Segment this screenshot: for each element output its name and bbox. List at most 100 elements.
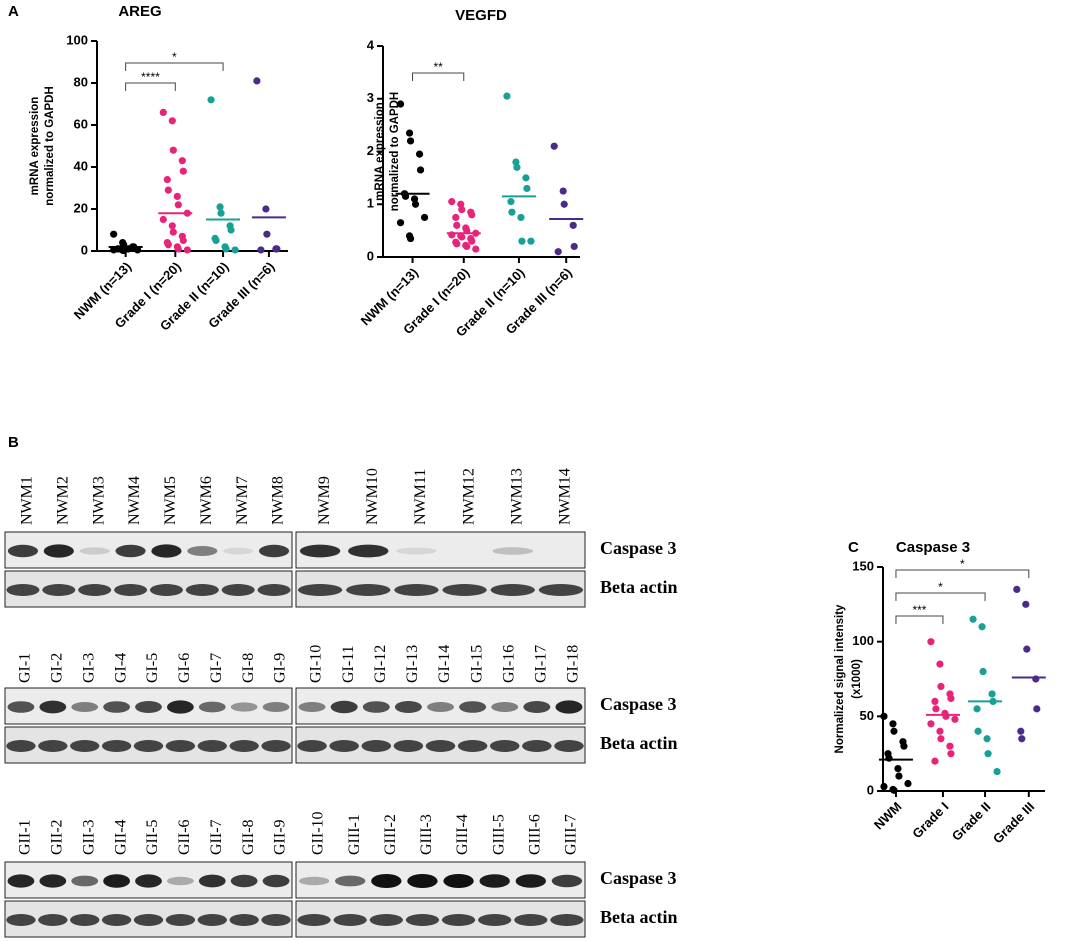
data-point xyxy=(946,742,954,750)
data-point xyxy=(947,694,955,703)
caspase-band xyxy=(103,874,131,888)
lane-label: GII-10 xyxy=(310,811,327,855)
lane-label: GI-6 xyxy=(176,653,193,683)
y-axis-label: normalized to GAPDH xyxy=(44,86,56,205)
data-point xyxy=(1032,675,1040,683)
significance-bracket xyxy=(412,72,465,81)
lane-label: NWM5 xyxy=(162,476,179,525)
caspase-band xyxy=(166,876,194,886)
caspase-band xyxy=(555,700,583,714)
caspase-band xyxy=(43,544,74,558)
y-tick-label: 0 xyxy=(367,248,374,263)
data-point xyxy=(984,750,992,758)
blot-row-label: Beta actin xyxy=(600,577,677,597)
actin-band xyxy=(70,740,100,752)
y-tick-label: 100 xyxy=(66,32,88,47)
significance-label: * xyxy=(938,580,943,594)
caspase-band xyxy=(298,702,326,712)
significance-label: * xyxy=(172,50,177,64)
caspase-band xyxy=(7,874,35,888)
lane-label: NWM8 xyxy=(270,476,287,525)
actin-band xyxy=(114,584,148,596)
panel-label: B xyxy=(8,434,19,451)
data-point xyxy=(947,750,955,758)
data-point xyxy=(163,176,171,184)
panel-label: A xyxy=(8,3,19,20)
data-point xyxy=(110,230,118,238)
lane-label: GI-5 xyxy=(144,653,161,683)
data-point xyxy=(231,246,239,254)
actin-band xyxy=(550,914,584,926)
data-point xyxy=(951,715,959,723)
actin-band xyxy=(393,740,424,752)
lane-label: NWM10 xyxy=(364,468,381,525)
caspase-band xyxy=(258,544,290,558)
lane-label: NWM3 xyxy=(90,476,107,525)
data-point xyxy=(227,226,235,234)
data-point xyxy=(179,236,187,245)
y-axis-label: (x1000) xyxy=(851,659,863,699)
data-point xyxy=(979,667,987,676)
actin-band xyxy=(149,584,183,596)
significance-label: **** xyxy=(141,70,160,84)
data-point xyxy=(183,246,191,254)
data-point xyxy=(411,200,420,208)
lane-label: NWM12 xyxy=(460,468,477,525)
data-point xyxy=(120,246,128,255)
actin-band xyxy=(133,914,164,926)
actin-band xyxy=(457,740,488,752)
data-point xyxy=(993,767,1001,776)
actin-band xyxy=(133,740,164,752)
data-point xyxy=(1017,727,1025,735)
lane-label: GI-1 xyxy=(17,653,34,683)
lane-label: NWM9 xyxy=(316,476,333,525)
data-point xyxy=(517,213,525,222)
caspase-band xyxy=(135,874,162,888)
data-point xyxy=(988,690,996,698)
data-point xyxy=(880,712,888,720)
data-point xyxy=(472,245,480,253)
caspase-band xyxy=(299,544,341,558)
data-point xyxy=(974,727,982,735)
x-tick-label: NWM xyxy=(871,799,905,833)
y-tick-label: 20 xyxy=(74,200,88,215)
data-point xyxy=(513,163,521,171)
significance-label: * xyxy=(960,557,965,571)
data-point xyxy=(463,242,471,251)
actin-band xyxy=(6,584,40,596)
significance-label: *** xyxy=(912,603,926,617)
actin-band xyxy=(38,740,68,752)
data-point xyxy=(169,228,177,236)
data-point xyxy=(560,200,568,208)
caspase-band xyxy=(103,701,131,713)
caspase-band xyxy=(39,700,67,714)
data-point xyxy=(406,137,415,145)
lane-label: GI-13 xyxy=(404,645,421,683)
x-tick-label: Grade I xyxy=(909,799,951,841)
y-tick-label: 0 xyxy=(81,242,88,257)
lane-label: GI-15 xyxy=(468,645,485,683)
data-point xyxy=(458,233,466,241)
caspase-band xyxy=(187,546,218,556)
significance-bracket xyxy=(895,592,986,601)
lane-label: GI-14 xyxy=(436,645,453,683)
data-point xyxy=(889,720,897,728)
actin-band xyxy=(101,914,132,926)
caspase-band xyxy=(407,874,438,888)
actin-band xyxy=(42,584,76,596)
data-point xyxy=(900,742,908,750)
data-point xyxy=(1023,645,1031,653)
blot-strip xyxy=(295,531,586,569)
data-point xyxy=(936,727,944,735)
data-point xyxy=(518,237,526,245)
data-point xyxy=(178,157,186,165)
blot-row-label: Caspase 3 xyxy=(600,868,677,888)
data-point xyxy=(273,245,281,253)
actin-band xyxy=(554,740,584,752)
x-tick-label: Grade II xyxy=(949,799,994,844)
lane-label: GI-3 xyxy=(80,653,97,683)
data-point xyxy=(1022,600,1030,608)
lane-label: NWM14 xyxy=(557,468,574,525)
actin-band xyxy=(297,740,327,752)
